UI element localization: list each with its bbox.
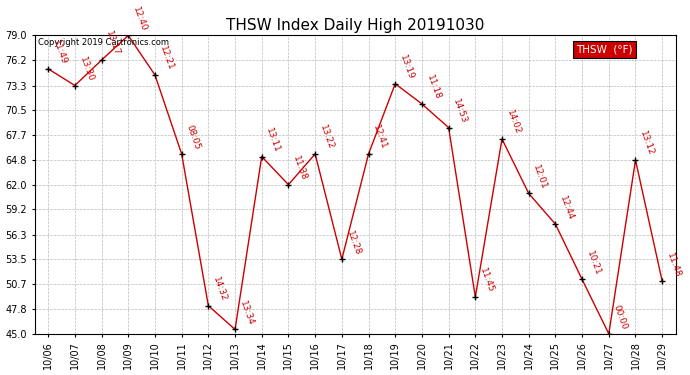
Text: 12:40: 12:40 xyxy=(131,6,148,33)
Text: 14:32: 14:32 xyxy=(211,276,228,303)
Text: 13:17: 13:17 xyxy=(104,30,121,57)
Text: Copyright 2019 Cartronics.com: Copyright 2019 Cartronics.com xyxy=(38,39,169,48)
Title: THSW Index Daily High 20191030: THSW Index Daily High 20191030 xyxy=(226,18,484,33)
Text: 11:38: 11:38 xyxy=(291,154,308,182)
Text: 12:28: 12:28 xyxy=(344,229,362,256)
Text: 11:18: 11:18 xyxy=(425,74,442,101)
Text: 13:11: 13:11 xyxy=(264,126,282,154)
Text: 13:30: 13:30 xyxy=(78,56,95,83)
Text: 11:45: 11:45 xyxy=(478,267,495,294)
Text: 11:49: 11:49 xyxy=(51,39,68,66)
Text: 08:05: 08:05 xyxy=(184,124,201,151)
Text: 12:44: 12:44 xyxy=(558,194,575,221)
Text: 13:19: 13:19 xyxy=(398,54,415,81)
Text: THSW  (°F): THSW (°F) xyxy=(576,45,633,54)
Text: 12:41: 12:41 xyxy=(371,124,388,151)
Text: 13:34: 13:34 xyxy=(238,299,255,327)
Text: 13:12: 13:12 xyxy=(638,130,655,157)
Text: 14:53: 14:53 xyxy=(451,98,469,125)
Text: 10:21: 10:21 xyxy=(585,249,602,277)
Text: 11:48: 11:48 xyxy=(665,251,682,278)
Text: 12:01: 12:01 xyxy=(531,164,549,190)
Text: 12:21: 12:21 xyxy=(158,45,175,72)
Text: 00:00: 00:00 xyxy=(611,304,629,331)
Text: 13:22: 13:22 xyxy=(318,124,335,151)
Text: 14:02: 14:02 xyxy=(505,109,522,136)
